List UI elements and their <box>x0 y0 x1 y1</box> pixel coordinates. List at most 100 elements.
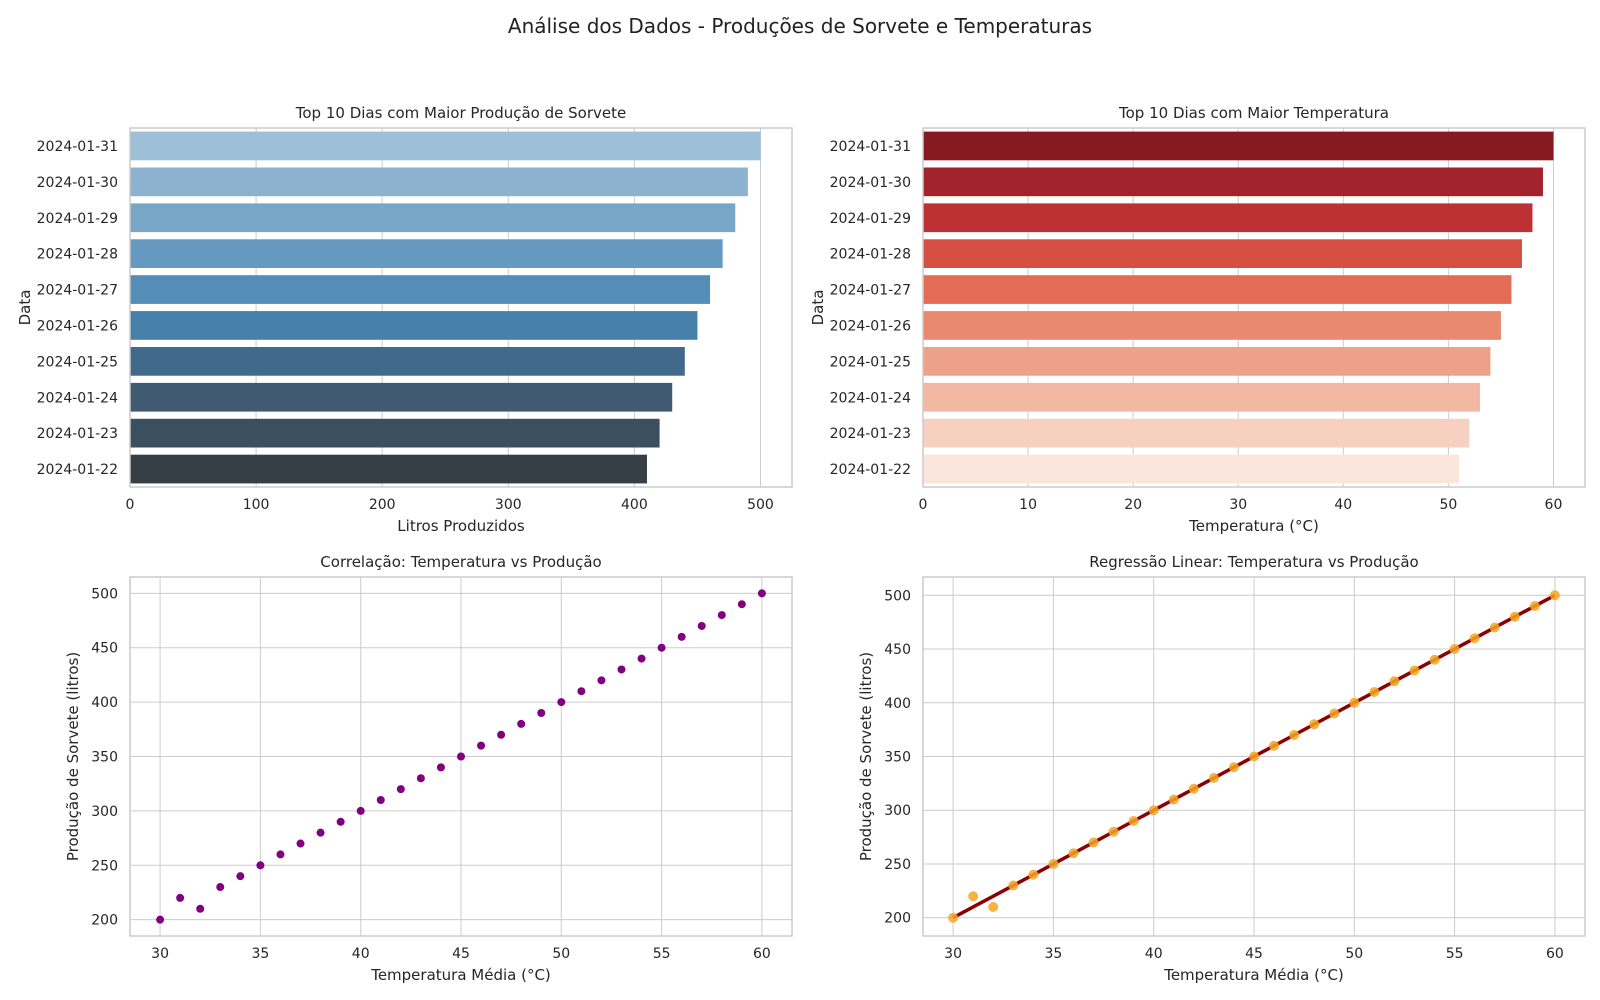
y-tick-label: 2024-01-25 <box>37 354 118 370</box>
data-point <box>617 665 626 674</box>
data-point <box>1289 730 1300 741</box>
data-point <box>968 891 979 902</box>
data-point <box>276 850 285 859</box>
data-point <box>1489 622 1500 633</box>
data-point <box>1509 611 1520 622</box>
data-point <box>1088 837 1099 848</box>
x-tick-label: 100 <box>243 497 270 513</box>
x-axis-label: Temperatura (°C) <box>1188 517 1319 535</box>
y-tick-label: 200 <box>91 913 118 929</box>
x-tick-label: 50 <box>552 946 570 962</box>
y-tick-label: 2024-01-27 <box>37 283 118 299</box>
bar <box>923 382 1480 412</box>
data-point <box>316 828 325 837</box>
data-point <box>1148 805 1159 816</box>
data-point <box>196 904 205 913</box>
y-tick-label: 2024-01-31 <box>37 139 118 155</box>
data-point <box>557 698 566 707</box>
data-point <box>1128 815 1139 826</box>
data-point <box>497 730 506 739</box>
data-point <box>1309 719 1320 730</box>
y-tick-label: 2024-01-23 <box>37 426 118 442</box>
data-point <box>477 741 486 750</box>
y-tick-label: 2024-01-28 <box>37 247 118 263</box>
data-point <box>737 600 746 609</box>
x-tick-label: 500 <box>747 497 774 513</box>
data-point <box>1028 869 1039 880</box>
x-tick-label: 35 <box>251 946 269 962</box>
x-tick-label: 10 <box>1019 497 1037 513</box>
data-point <box>1549 590 1560 601</box>
data-point <box>236 872 245 881</box>
data-point <box>216 883 225 892</box>
axes-frame <box>922 127 1586 488</box>
y-axis-label: Data <box>809 290 827 326</box>
data-point <box>1208 772 1219 783</box>
y-axis-label: Produção de Sorvete (litros) <box>857 652 875 861</box>
y-axis-label: Produção de Sorvete (litros) <box>64 652 82 861</box>
data-point <box>697 621 706 630</box>
y-tick-label: 2024-01-30 <box>37 175 118 191</box>
data-point <box>296 839 305 848</box>
y-tick-label: 200 <box>884 911 911 927</box>
chart-1: Top 10 Dias com Maior Produção de Sorvet… <box>16 104 793 535</box>
x-tick-label: 55 <box>1446 946 1464 962</box>
axes-frame <box>129 576 793 937</box>
x-tick-label: 60 <box>1546 946 1564 962</box>
y-tick-label: 2024-01-28 <box>830 247 911 263</box>
data-point <box>256 861 265 870</box>
x-tick-label: 40 <box>1145 946 1163 962</box>
y-tick-label: 2024-01-31 <box>830 139 911 155</box>
data-point <box>1469 633 1480 644</box>
data-point <box>1329 708 1340 719</box>
data-point <box>1449 644 1460 655</box>
bar <box>130 239 723 269</box>
data-point <box>657 643 666 652</box>
y-tick-label: 500 <box>884 588 911 604</box>
data-point <box>1349 697 1360 708</box>
data-point <box>156 915 165 924</box>
data-point <box>757 589 766 598</box>
y-tick-label: 450 <box>91 641 118 657</box>
data-point <box>948 912 959 923</box>
data-point <box>577 687 586 696</box>
y-tick-label: 350 <box>884 750 911 766</box>
y-tick-label: 2024-01-23 <box>830 426 911 442</box>
bar <box>130 454 647 484</box>
chart-3: Correlação: Temperatura vs Produção 30 35 4… <box>64 553 793 984</box>
axes-frame <box>922 576 1586 937</box>
chart-title: Top 10 Dias com Maior Produção de Sorvet… <box>295 104 626 122</box>
data-point <box>1409 665 1420 676</box>
y-tick-label: 2024-01-30 <box>830 175 911 191</box>
x-tick-label: 30 <box>151 946 169 962</box>
x-axis-label: Litros Produzidos <box>397 517 525 535</box>
y-axis-label: Data <box>16 290 34 326</box>
y-tick-label: 250 <box>91 858 118 874</box>
x-tick-label: 50 <box>1439 497 1457 513</box>
y-tick-label: 2024-01-24 <box>37 390 118 406</box>
x-tick-label: 30 <box>944 946 962 962</box>
chart-title: Regressão Linear: Temperatura vs Produçã… <box>1089 553 1419 571</box>
x-tick-label: 60 <box>753 946 771 962</box>
y-tick-label: 300 <box>884 803 911 819</box>
y-tick-label: 250 <box>884 857 911 873</box>
x-tick-label: 30 <box>1229 497 1247 513</box>
y-tick-label: 2024-01-22 <box>830 462 911 478</box>
y-tick-label: 2024-01-25 <box>830 354 911 370</box>
chart-title: Correlação: Temperatura vs Produção <box>320 553 601 571</box>
data-point <box>637 654 646 663</box>
bar <box>923 239 1522 269</box>
data-point <box>1168 794 1179 805</box>
data-point <box>1068 848 1079 859</box>
x-tick-label: 40 <box>352 946 370 962</box>
y-tick-label: 2024-01-24 <box>830 390 911 406</box>
data-point <box>677 632 686 641</box>
bar <box>923 418 1470 448</box>
bar <box>130 311 698 340</box>
x-tick-label: 45 <box>1245 946 1263 962</box>
bar <box>923 167 1543 197</box>
bar <box>130 275 711 304</box>
x-tick-label: 200 <box>369 497 396 513</box>
data-point <box>537 708 546 717</box>
